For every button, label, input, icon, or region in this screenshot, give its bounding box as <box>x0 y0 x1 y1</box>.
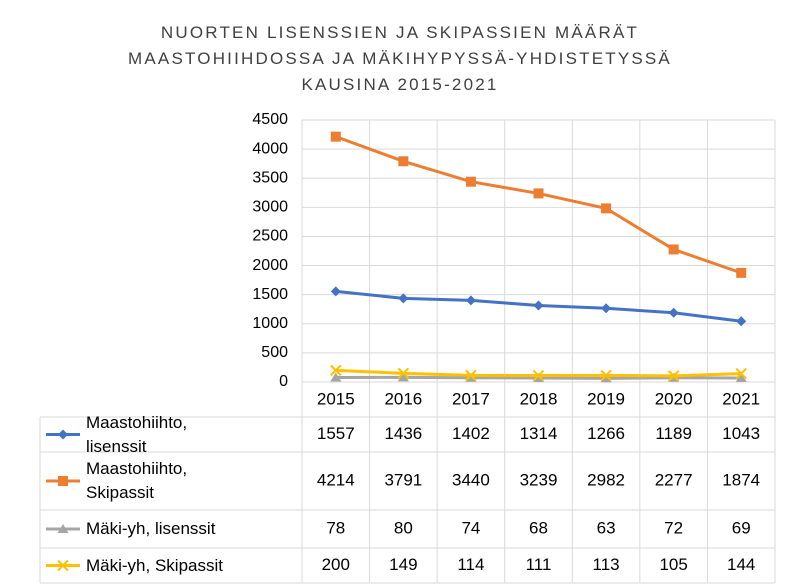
y-tick-label: 0 <box>279 373 288 390</box>
table-value: 1043 <box>722 424 760 443</box>
table-value: 2277 <box>655 470 693 489</box>
table-value: 68 <box>529 518 548 537</box>
legend-label: Mäki-yh, Skipassit <box>86 555 223 575</box>
data-point <box>668 244 679 255</box>
y-tick-label: 1000 <box>252 315 288 332</box>
x-tick-label: 2015 <box>317 389 355 408</box>
data-point <box>667 370 680 382</box>
data-point <box>735 372 747 382</box>
data-point <box>465 369 477 382</box>
legend-marker <box>57 524 69 533</box>
data-point <box>735 367 747 380</box>
table-value: 1436 <box>384 424 422 443</box>
table-value: 3440 <box>452 470 490 489</box>
y-tick-label: 2500 <box>252 228 288 245</box>
table-value: 78 <box>326 518 345 537</box>
table-value: 1189 <box>655 424 692 443</box>
y-tick-label: 1500 <box>252 286 288 303</box>
y-tick-label: 2000 <box>252 257 288 274</box>
table-value: 200 <box>322 555 350 574</box>
table-value: 2982 <box>587 470 625 489</box>
table-value: 144 <box>727 555 755 574</box>
y-tick-label: 3500 <box>252 169 288 186</box>
data-point <box>601 203 612 214</box>
table-value: 105 <box>659 555 687 574</box>
data-point <box>533 373 544 383</box>
x-tick-label: 2021 <box>722 389 760 408</box>
table-value: 114 <box>457 555 484 574</box>
series-line <box>335 135 742 275</box>
data-point <box>600 369 612 382</box>
table-value: 63 <box>597 518 616 537</box>
legend-label: Maastohiihto, lisenssit <box>86 412 188 456</box>
table-value: 1402 <box>452 424 490 443</box>
table-value: 1266 <box>587 424 625 443</box>
data-point <box>736 267 747 278</box>
legend-label: Mäki-yh, lisenssit <box>86 519 216 538</box>
data-point <box>465 176 476 187</box>
table-value: 72 <box>664 518 683 537</box>
x-tick-label: 2018 <box>520 389 558 408</box>
x-tick-label: 2016 <box>384 389 422 408</box>
y-tick-label: 4500 <box>252 111 288 128</box>
data-point <box>465 295 476 306</box>
data-point <box>533 188 544 199</box>
data-point <box>330 364 342 377</box>
legend-marker <box>57 559 69 572</box>
data-point <box>532 369 545 382</box>
table-value: 1874 <box>722 470 760 489</box>
data-point <box>330 131 341 142</box>
x-tick-label: 2020 <box>655 389 693 408</box>
data-point <box>736 316 747 327</box>
table-value: 1557 <box>317 424 355 443</box>
legend-marker <box>58 429 68 440</box>
legend-label: Maastohiihto, Skipassit <box>86 459 188 502</box>
data-point <box>398 293 409 304</box>
data-point <box>601 303 612 314</box>
y-tick-label: 500 <box>261 344 288 361</box>
data-point <box>533 300 544 311</box>
table-value: 113 <box>593 555 620 574</box>
data-point <box>600 373 612 383</box>
table-value: 3239 <box>520 470 558 489</box>
x-tick-label: 2017 <box>452 389 490 408</box>
table-value: 149 <box>389 555 417 574</box>
chart-title: NUORTEN LISENSSIEN JA SKIPASSIEN MÄÄRÄT … <box>128 23 672 94</box>
data-point <box>397 372 409 382</box>
y-tick-label: 3000 <box>252 199 288 216</box>
data-point <box>330 286 341 297</box>
table-value: 69 <box>732 518 751 537</box>
table-value: 3791 <box>384 470 422 489</box>
table-value: 74 <box>461 518 480 537</box>
y-tick-label: 4000 <box>252 140 288 157</box>
data-point <box>397 367 410 380</box>
data-point <box>668 307 679 318</box>
x-tick-label: 2019 <box>587 389 625 408</box>
table-value: 80 <box>394 518 413 537</box>
data-point <box>330 372 342 382</box>
data-point <box>398 156 409 167</box>
table-value: 4214 <box>317 470 355 489</box>
legend-marker <box>58 476 68 486</box>
table-value: 111 <box>526 555 552 574</box>
table-value: 1314 <box>520 424 558 443</box>
